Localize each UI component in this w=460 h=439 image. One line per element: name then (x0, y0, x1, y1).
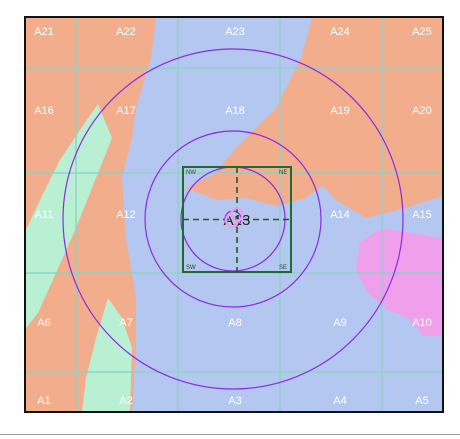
bottom-divider (0, 434, 460, 435)
corner-label-ne: NE (279, 170, 287, 176)
corner-label-nw: NW (186, 170, 196, 176)
cell-label-a19: A19 (330, 105, 350, 117)
cell-label-a5: A5 (415, 395, 428, 407)
map-canvas[interactable]: A21 A22 A23 A24 A25 A16 A17 A18 A19 A20 A11 A12 A14 A… (26, 18, 442, 411)
terrain-mint-strip-upper (26, 104, 112, 328)
cell-label-a14: A14 (330, 209, 350, 221)
cell-label-a23: A23 (225, 26, 245, 38)
cell-label-a20: A20 (412, 105, 432, 117)
cell-labels-layer: A21 A22 A23 A24 A25 A16 A17 A18 A19 A20 A11 A12 A14 A… (34, 26, 432, 407)
cell-label-a16: A16 (34, 105, 54, 117)
cell-label-a21: A21 (34, 26, 54, 38)
ring-outer (62, 48, 404, 390)
cell-label-a12: A12 (116, 209, 136, 221)
terrain-blue-diagonal (166, 18, 312, 213)
selection-box[interactable]: NW NE SW SE A13 (182, 166, 292, 273)
cell-label-a7: A7 (119, 317, 132, 329)
corner-label-se: SE (279, 265, 287, 271)
terrain-salmon-left-lower (26, 18, 156, 411)
cell-label-a6: A6 (37, 317, 50, 329)
terrain-mint-strip-lower (82, 298, 132, 411)
map-frame: A21 A22 A23 A24 A25 A16 A17 A18 A19 A20 A11 A12 A14 A… (24, 16, 444, 413)
cell-label-a8: A8 (228, 317, 241, 329)
cell-label-a25: A25 (412, 26, 432, 38)
cell-label-a3: A3 (228, 395, 241, 407)
cell-label-a9: A9 (333, 317, 346, 329)
cell-label-a15: A15 (412, 209, 432, 221)
cell-label-a4: A4 (333, 395, 346, 407)
cell-label-a22: A22 (116, 26, 136, 38)
cell-label-a1: A1 (37, 395, 50, 407)
ring-middle (144, 130, 322, 308)
cell-label-a11: A11 (35, 209, 54, 221)
terrain-pink-patch (356, 228, 442, 336)
terrain-salmon-left (26, 18, 146, 230)
cell-label-a2: A2 (119, 395, 132, 407)
cell-label-a17: A17 (116, 105, 136, 117)
corner-label-sw: SW (186, 265, 196, 271)
pink-swirl-icon (224, 207, 244, 229)
cell-label-a10: A10 (412, 317, 432, 329)
cell-label-a24: A24 (330, 26, 350, 38)
cell-label-a18: A18 (225, 105, 245, 117)
